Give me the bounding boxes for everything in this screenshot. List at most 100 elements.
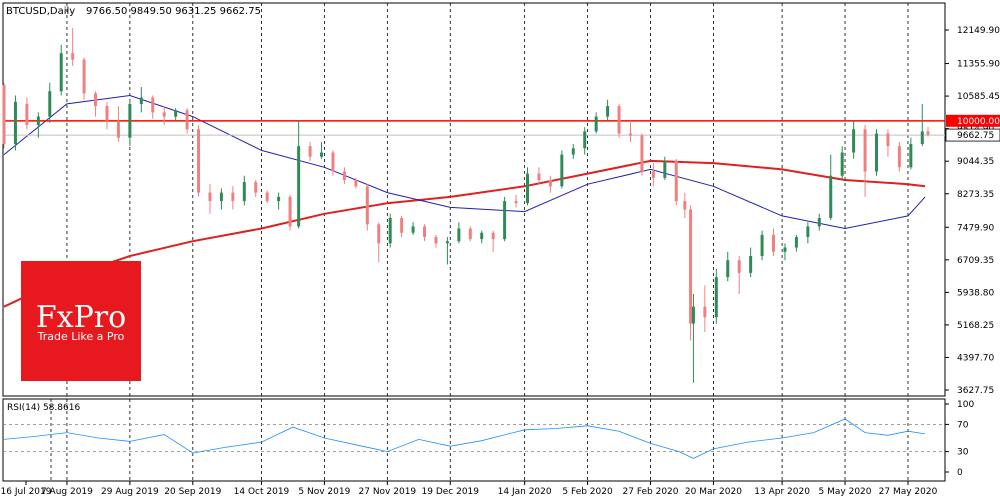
symbol-timeframe-label: BTCUSD,Daily: [6, 6, 75, 17]
ohlc-values-label: 9766.50 9849.50 9631.25 9662.75: [86, 6, 261, 17]
candle-body: [703, 306, 707, 318]
candle: [726, 251, 730, 282]
price-tick-label: 8273.35: [957, 190, 994, 200]
candle: [59, 44, 63, 96]
candle-body: [772, 234, 776, 252]
candle-body: [82, 59, 86, 94]
candle-body: [377, 224, 381, 244]
candle-body: [526, 173, 530, 204]
logo-tagline: Trade Like a Pro: [37, 330, 125, 343]
candle: [231, 186, 235, 210]
candle: [445, 236, 449, 265]
candle-body: [219, 192, 223, 202]
candle: [174, 108, 178, 121]
rsi-panel-frame: [2, 398, 946, 482]
date-tick-label: 5 Nov 2019: [298, 487, 350, 497]
ma-short-layer: [3, 94, 926, 230]
candle-body: [537, 173, 541, 180]
candle: [560, 150, 564, 189]
candle-body: [783, 247, 787, 252]
date-tick-label: 13 Apr 2020: [754, 487, 810, 497]
candle: [365, 184, 369, 231]
candle: [683, 192, 687, 218]
candle-body: [491, 232, 495, 240]
candle-body: [663, 160, 667, 178]
candle: [491, 230, 495, 252]
candle-body: [714, 277, 718, 318]
candle-body: [254, 182, 258, 193]
candle-body: [651, 171, 655, 178]
candle: [691, 294, 695, 383]
fxpro-logo: FxPro Trade Like a Pro: [21, 261, 141, 381]
candle: [594, 112, 598, 134]
candle-body: [691, 306, 695, 324]
candle-body: [514, 201, 518, 204]
candle-body: [840, 152, 844, 176]
candle-body: [628, 133, 632, 136]
candle: [909, 137, 913, 170]
price-axis: 3627.75 4397.70 5168.25 5938.80 6709.35 7479.…: [945, 26, 1000, 396]
candle-body: [185, 110, 189, 130]
candle-body: [308, 146, 312, 157]
candle-body: [331, 152, 335, 172]
candle-body: [354, 179, 358, 187]
candle-body: [288, 196, 292, 227]
candle: [36, 112, 40, 138]
date-tick-label: 19 Dec 2019: [422, 487, 480, 497]
candle: [920, 103, 924, 147]
candle: [105, 101, 109, 130]
rsi-tick-label: 0: [957, 468, 963, 478]
candle: [354, 177, 358, 189]
candle-body: [151, 97, 155, 113]
candle-body: [617, 106, 621, 134]
candle-body: [2, 84, 6, 145]
candle: [185, 108, 189, 134]
last-price-tag: [945, 128, 1000, 142]
candle-body: [265, 192, 269, 202]
candle: [197, 125, 201, 197]
candle-body: [683, 201, 687, 210]
candle-body: [48, 91, 52, 117]
candle: [308, 141, 312, 161]
candle: [2, 82, 6, 149]
candle-body: [548, 179, 552, 187]
candle-body: [583, 131, 587, 149]
resistance-price-label: 10000.00: [957, 117, 1000, 127]
candle-body: [480, 232, 484, 240]
candle: [48, 82, 52, 123]
candle: [640, 133, 644, 176]
date-tick-label: 14 Oct 2019: [234, 487, 290, 497]
candle: [151, 95, 155, 119]
candle: [772, 228, 776, 256]
price-tick-label: 10585.45: [957, 92, 1000, 102]
candle-body: [128, 103, 132, 138]
candle: [411, 222, 415, 235]
candle-body: [59, 53, 63, 92]
candle: [331, 150, 335, 176]
candle: [219, 188, 223, 210]
candle: [94, 91, 98, 117]
candle: [606, 99, 610, 121]
candle: [25, 97, 29, 130]
candle-body: [434, 236, 438, 244]
price-tick-label: 5168.25: [957, 321, 994, 331]
candle-body: [468, 228, 472, 240]
candle: [480, 230, 484, 244]
candle-body: [926, 131, 930, 136]
candle-body: [242, 182, 246, 202]
candle-body: [920, 131, 924, 145]
candle-body: [749, 255, 753, 273]
rsi-tick-label: 30: [957, 448, 969, 458]
candle-body: [689, 209, 693, 324]
candle: [320, 141, 324, 159]
candle: [689, 205, 693, 341]
candle: [714, 268, 718, 324]
candle: [400, 215, 404, 237]
rsi-indicator-label: RSI(14) 58.8616: [7, 403, 80, 413]
candle: [514, 194, 518, 208]
logo-background: [21, 261, 141, 381]
candle-body: [674, 160, 678, 202]
candle: [162, 106, 166, 126]
